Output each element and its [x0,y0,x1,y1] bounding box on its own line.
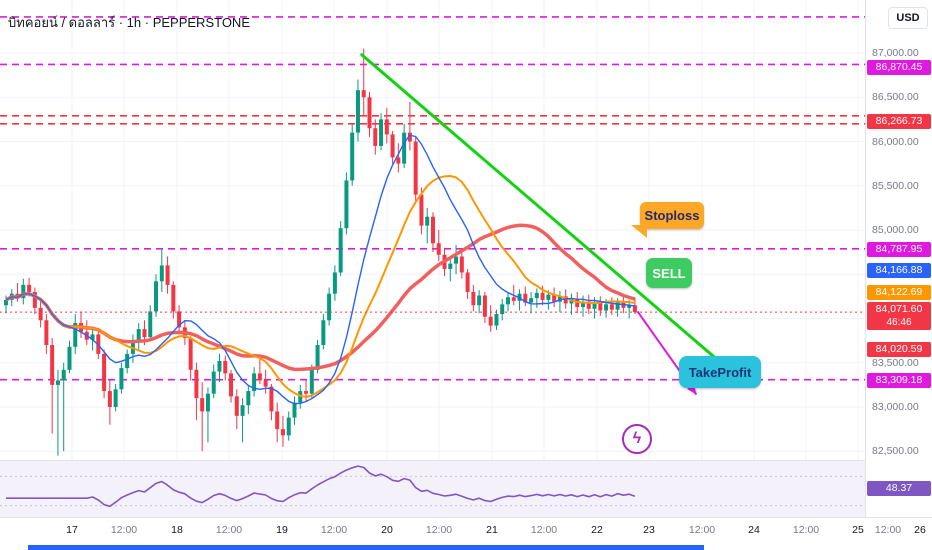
currency-toggle-button[interactable]: USD [888,7,928,29]
lightning-icon: ϟ [632,430,642,447]
price-tick-label: 87,000.00 [872,47,919,59]
time-tick-label: 25 [852,524,864,536]
rsi-panel-canvas[interactable] [0,461,865,517]
price-tick-label: 85,000.00 [872,224,919,236]
time-tick-label: 22 [591,524,603,536]
price-badge: 84,122.69 [867,285,931,300]
takeprofit-label[interactable]: TakeProfit [679,356,761,388]
price-tick-label: 82,500.00 [872,445,919,458]
time-tick-label: 26 [914,524,926,536]
time-tick-label: 21 [486,524,498,536]
time-axis[interactable]: 17 12:00 18 12:00 19 12:00 20 12:00 21 12:00 22 23 1… [0,517,932,550]
price-chart-canvas[interactable] [0,0,865,460]
bottom-blue-strip [28,545,704,550]
price-axis[interactable]: 87,000.00 86,500.00 86,000.00 85,500.00 85,0… [865,0,932,517]
symbol-title: บิทคอยน์ / ดอลลาร์ · 1h · PEPPERSTONE [8,15,250,30]
price-badge: 86,870.45 [867,60,931,75]
time-tick-label: 24 [748,524,760,536]
time-tick-label: 19 [276,524,288,536]
stoploss-label-text: Stoploss [644,208,700,223]
price-badge: 84,787.95 [867,242,931,257]
price-tick-label: 85,500.00 [872,179,919,192]
sell-label-text: SELL [652,265,686,281]
candle-countdown: 46:46 [886,317,912,328]
time-tick-label: 12:00 [425,524,453,536]
lightning-button[interactable]: ϟ [622,424,652,454]
price-badge: 84,166.88 [867,263,931,278]
price-tick-label: 83,500.00 [872,356,919,369]
time-tick-label: 12:00 [792,524,820,536]
takeprofit-label-text: TakeProfit [688,364,752,380]
price-tick-label: 83,000.00 [872,401,919,413]
rsi-value-badge: 48.37 [867,481,931,496]
stoploss-label[interactable]: Stoploss [631,202,704,238]
time-tick-label: 12:00 [530,524,558,536]
time-tick-label: 23 [643,524,655,536]
time-tick-label: 12:00 [110,524,138,536]
stoploss-callout-tail [631,225,647,238]
price-badge: 84,071.60 46:46 [867,302,931,330]
time-tick-label: 12:00 [320,524,348,536]
price-badge: 84,020.59 [867,342,931,357]
price-tick-label: 86,500.00 [872,91,919,104]
price-tick-label: 86,000.00 [872,135,919,148]
time-tick-label: 20 [381,524,393,536]
price-badge: 83,309.18 [867,373,931,388]
sell-label[interactable]: SELL [646,258,692,288]
time-tick-label: 12:00 [688,524,716,536]
price-badge: 86,266.73 [867,114,931,129]
time-tick-label: 12:00 [215,524,243,536]
rsi-panel-background [0,460,865,518]
time-tick-label: 12:00 [874,524,902,536]
time-tick-label: 18 [171,524,183,536]
time-tick-label: 17 [66,524,78,536]
